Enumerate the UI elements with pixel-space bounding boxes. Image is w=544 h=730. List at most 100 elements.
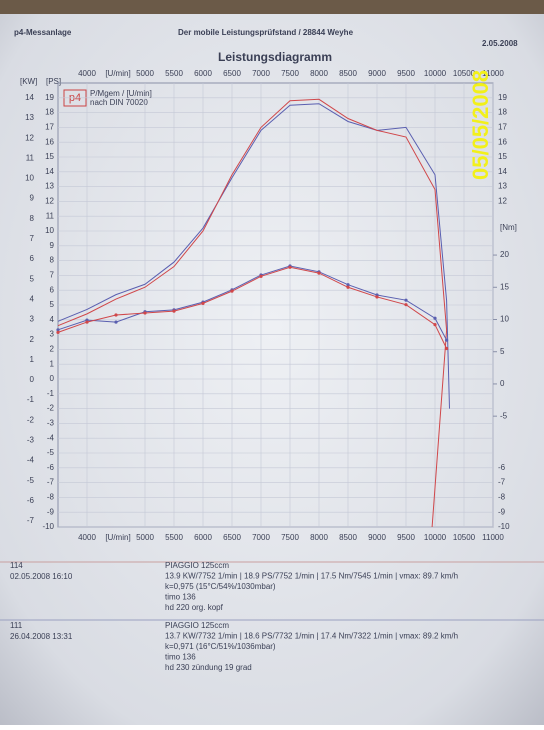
marker: [288, 265, 292, 269]
y-tick-label: 14: [45, 167, 54, 176]
run-line: 13.9 KW/7752 1/min | 18.9 PS/7752 1/min …: [165, 572, 458, 581]
marker: [404, 298, 408, 302]
header-center: Der mobile Leistungsprüfstand / 28844 We…: [178, 28, 354, 37]
y-tick-label: 15: [45, 152, 54, 161]
x-tick-label: 9000: [368, 69, 386, 78]
marker: [114, 320, 118, 324]
marker: [114, 313, 118, 317]
y-right-tick-label: 18: [498, 108, 507, 117]
series-line: [57, 103, 450, 409]
x-tick-label: 10000: [424, 533, 447, 542]
y2-tick-label: 8: [30, 214, 35, 223]
y-right-tick-label: -7: [498, 478, 506, 487]
chart-title: Leistungsdiagramm: [218, 50, 332, 64]
y-tick-label: 16: [45, 137, 54, 146]
y2-tick-label: 11: [26, 153, 35, 162]
series-line: [57, 98, 448, 528]
y2-tick-label: 5: [30, 274, 35, 283]
run-line: hd 230 zündung 19 grad: [165, 663, 252, 672]
x-label: [U/min]: [105, 69, 130, 78]
y-tick-label: 17: [45, 123, 54, 132]
y-right-tick-label: 15: [498, 152, 507, 161]
y2-tick-label: -7: [27, 516, 35, 525]
y-tick-label: 4: [50, 315, 55, 324]
run-line: k=0,971 (16°C/51%/1036mbar): [165, 642, 276, 651]
y3-tick-label: 10: [500, 315, 509, 324]
x-tick-label: 8500: [339, 533, 357, 542]
y2-tick-label: -2: [27, 415, 35, 424]
run-line: hd 220 org. kopf: [165, 603, 224, 612]
y3-label: [Nm]: [500, 223, 517, 232]
y-tick-label: -1: [47, 389, 55, 398]
marker: [317, 271, 321, 275]
x-tick-label: 6500: [223, 69, 241, 78]
marker: [375, 295, 379, 299]
y-tick-label: -3: [47, 419, 55, 428]
marker: [56, 328, 60, 332]
run-id: 111: [10, 621, 23, 630]
y-right-tick-label: -9: [498, 507, 506, 516]
marker: [404, 303, 408, 307]
x-tick-label: 5000: [136, 69, 154, 78]
y3-tick-label: 15: [500, 282, 509, 291]
x-tick-label: 11000: [482, 533, 504, 542]
y-tick-label: -5: [47, 448, 55, 457]
y-tick-label: 0: [50, 374, 55, 383]
y2-tick-label: -5: [27, 476, 35, 485]
header-date: 2.05.2008: [482, 39, 518, 48]
x-tick-label: 6000: [194, 533, 212, 542]
y-right-tick-label: -6: [498, 463, 506, 472]
marker: [201, 301, 205, 305]
y2-tick-label: 0: [30, 375, 35, 384]
marker: [445, 338, 449, 342]
y-right-tick-label: 14: [498, 167, 507, 176]
plot: 4000400050005000550055006000600065006500…: [25, 69, 510, 542]
y2-tick-label: 2: [30, 335, 35, 344]
run-datetime: 02.05.2008 16:10: [10, 572, 73, 581]
marker: [56, 330, 60, 334]
y-tick-label: 19: [45, 93, 54, 102]
y2-tick-label: 14: [25, 93, 34, 102]
y2-tick-label: 10: [25, 174, 34, 183]
x-tick-label: 10000: [424, 69, 447, 78]
y-tick-label: 1: [50, 359, 55, 368]
y-right-tick-label: -10: [498, 522, 510, 531]
y2-tick-label: 7: [30, 234, 35, 243]
y2-label: [KW]: [20, 77, 37, 86]
y2-tick-label: 1: [30, 355, 35, 364]
y-tick-label: 9: [50, 241, 55, 250]
x-tick-label: 5000: [136, 533, 154, 542]
y3-tick-label: 20: [500, 250, 509, 259]
date-stamp: 05/05/2008: [468, 70, 493, 180]
x-tick-label: 11000: [482, 69, 504, 78]
x-tick-label: 5500: [165, 69, 183, 78]
y-tick-label: 3: [50, 330, 55, 339]
marker: [445, 346, 449, 351]
x-tick-label: 9500: [397, 533, 415, 542]
x-tick-label: 7000: [252, 533, 270, 542]
run-line: timo 136: [165, 653, 196, 662]
y2-tick-label: -3: [27, 435, 35, 444]
run-line: PIAGGIO 125ccm: [165, 621, 229, 630]
x-tick-label: 4000: [78, 69, 96, 78]
y-tick-label: 10: [45, 226, 54, 235]
y-tick-label: 2: [50, 345, 55, 354]
legend-text: P/Mgem / [U/min]: [90, 89, 152, 98]
y3-tick-label: 0: [500, 379, 505, 388]
marker: [85, 320, 89, 324]
run-line: 13.7 KW/7732 1/min | 18.6 PS/7732 1/min …: [165, 632, 458, 641]
marker: [143, 311, 147, 315]
runs: 114 02.05.2008 16:10 PIAGGIO 125ccm 13.9 KW…: [10, 561, 458, 672]
y-tick-label: -6: [47, 463, 55, 472]
run-line: k=0,975 (15°C/54%/1030mbar): [165, 582, 276, 591]
marker: [259, 274, 263, 278]
y-right-tick-label: 19: [498, 93, 507, 102]
y-tick-label: 11: [46, 211, 55, 220]
y-tick-label: 7: [50, 271, 55, 280]
run-datetime: 26.04.2008 13:31: [10, 632, 73, 641]
legend-text: nach DIN 70020: [90, 98, 148, 107]
marker: [230, 289, 234, 293]
